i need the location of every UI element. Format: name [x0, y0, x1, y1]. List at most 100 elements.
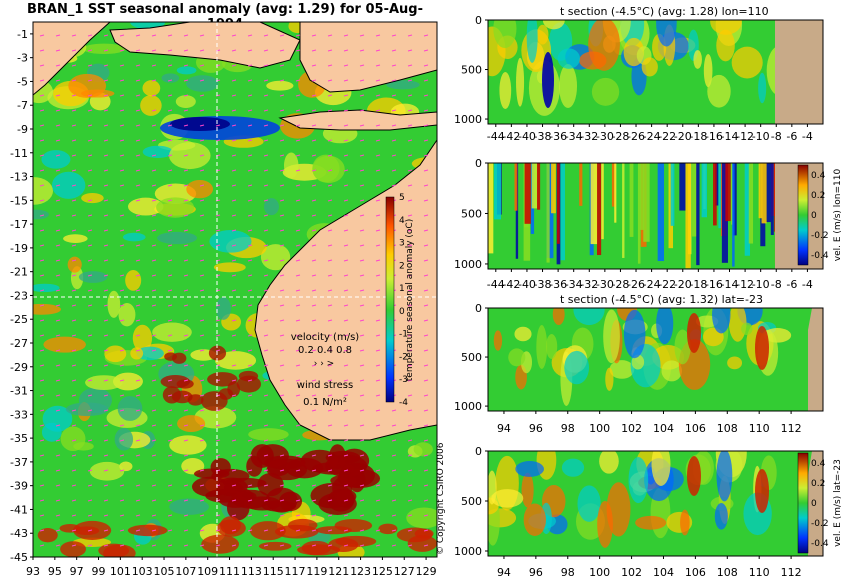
- section-x-tick-label: -10: [752, 130, 770, 143]
- wind-vector: [199, 469, 205, 472]
- wind-vector: [311, 499, 317, 502]
- wind-vector: [407, 379, 413, 382]
- wind-vector: [119, 274, 125, 277]
- wind-vector: [359, 469, 365, 472]
- wind-vector: [343, 499, 349, 502]
- wind-vector: [423, 124, 429, 127]
- wind-vector: [55, 79, 61, 82]
- wind-vector: [199, 379, 205, 382]
- section-stripe: [718, 163, 724, 229]
- wind-vector: [263, 349, 269, 352]
- wind-vector: [151, 439, 157, 442]
- wind-vector: [55, 454, 61, 457]
- wind-vector: [135, 94, 141, 97]
- section-x-tick-label: -24: [643, 130, 661, 143]
- section-stripe: [733, 163, 737, 236]
- wind-vector: [103, 334, 109, 337]
- wind-vector: [375, 244, 381, 247]
- wind-vector: [183, 139, 189, 142]
- map-x-ticks: 93 95 97 99 101 103 105 107 109 111 113 115 117 119 12…: [26, 557, 437, 578]
- wind-legend-title: wind stress: [297, 380, 353, 391]
- wind-vector: [407, 514, 413, 517]
- section-stripe: [537, 163, 541, 210]
- wind-vector: [215, 454, 221, 457]
- wind-vector: [103, 469, 109, 472]
- wind-vector: [279, 484, 285, 487]
- wind-vector: [311, 334, 317, 337]
- wind-vector: [423, 394, 429, 397]
- wind-vector: [327, 394, 333, 397]
- wind-vector: [55, 484, 61, 487]
- wind-vector: [263, 124, 269, 127]
- wind-vector: [199, 409, 205, 412]
- wind-vector: [311, 289, 317, 292]
- wind-vector: [103, 49, 109, 52]
- map-y-tick-label: -25: [10, 313, 28, 326]
- anomaly-patch: [169, 498, 209, 515]
- wind-vector: [311, 439, 317, 442]
- warm-anomaly-patch: [336, 489, 357, 504]
- section-patch: [557, 48, 581, 69]
- section-patch: [573, 308, 605, 326]
- wind-vector: [375, 439, 381, 442]
- wind-vector: [151, 154, 157, 157]
- section-stripe: [696, 163, 700, 266]
- wind-vector: [39, 214, 45, 217]
- wind-vector: [327, 94, 333, 97]
- section-patch: [651, 451, 671, 486]
- wind-vector: [103, 514, 109, 517]
- section-patch: [559, 64, 578, 109]
- wind-vector: [151, 469, 157, 472]
- anomaly-patch: [60, 426, 86, 452]
- section-stripe: [701, 163, 708, 218]
- wind-vector: [407, 49, 413, 52]
- map-x-tick-label: 101: [110, 565, 131, 578]
- wind-vector: [327, 169, 333, 172]
- wind-vector: [247, 184, 253, 187]
- wind-vector: [247, 289, 253, 292]
- wind-vector: [247, 154, 253, 157]
- wind-vector: [151, 484, 157, 487]
- section-stripe: [715, 163, 719, 206]
- anomaly-patch: [85, 375, 123, 391]
- wind-vector: [391, 124, 397, 127]
- wind-vector: [279, 409, 285, 412]
- wind-vector: [247, 454, 253, 457]
- wind-vector: [343, 49, 349, 52]
- section-x-tick-label: -28: [611, 130, 629, 143]
- wind-vector: [279, 334, 285, 337]
- wind-vector: [311, 34, 317, 37]
- section-patch: [635, 515, 667, 530]
- anomaly-patch: [78, 271, 108, 283]
- wind-vector: [247, 49, 253, 52]
- wind-vector: [55, 304, 61, 307]
- wind-vector: [247, 529, 253, 532]
- map-colorbar-tick-label: 0: [399, 307, 405, 317]
- wind-vector: [135, 349, 141, 352]
- wind-vector: [423, 514, 429, 517]
- wind-vector: [407, 289, 413, 292]
- wind-vector: [71, 499, 77, 502]
- wind-vector: [327, 304, 333, 307]
- section-stripe: [622, 163, 625, 258]
- wind-vector: [311, 469, 317, 472]
- section-patch: [661, 360, 682, 382]
- wind-vector: [87, 259, 93, 262]
- wind-vector: [55, 94, 61, 97]
- wind-vector: [375, 199, 381, 202]
- wind-vector: [343, 229, 349, 232]
- wind-vector: [263, 364, 269, 367]
- section-x-tick-label: -18: [689, 278, 707, 291]
- section-stripe: [515, 163, 519, 259]
- wind-vector: [279, 139, 285, 142]
- section-lon110-vel-colorbar: [797, 164, 809, 266]
- wind-vector: [247, 199, 253, 202]
- wind-vector: [343, 514, 349, 517]
- wind-vector: [311, 244, 317, 247]
- wind-vector: [279, 529, 285, 532]
- section-y-tick-label: 1000: [454, 113, 482, 126]
- wind-vector: [231, 514, 237, 517]
- wind-vector: [151, 304, 157, 307]
- wind-vector: [167, 409, 173, 412]
- wind-vector: [423, 469, 429, 472]
